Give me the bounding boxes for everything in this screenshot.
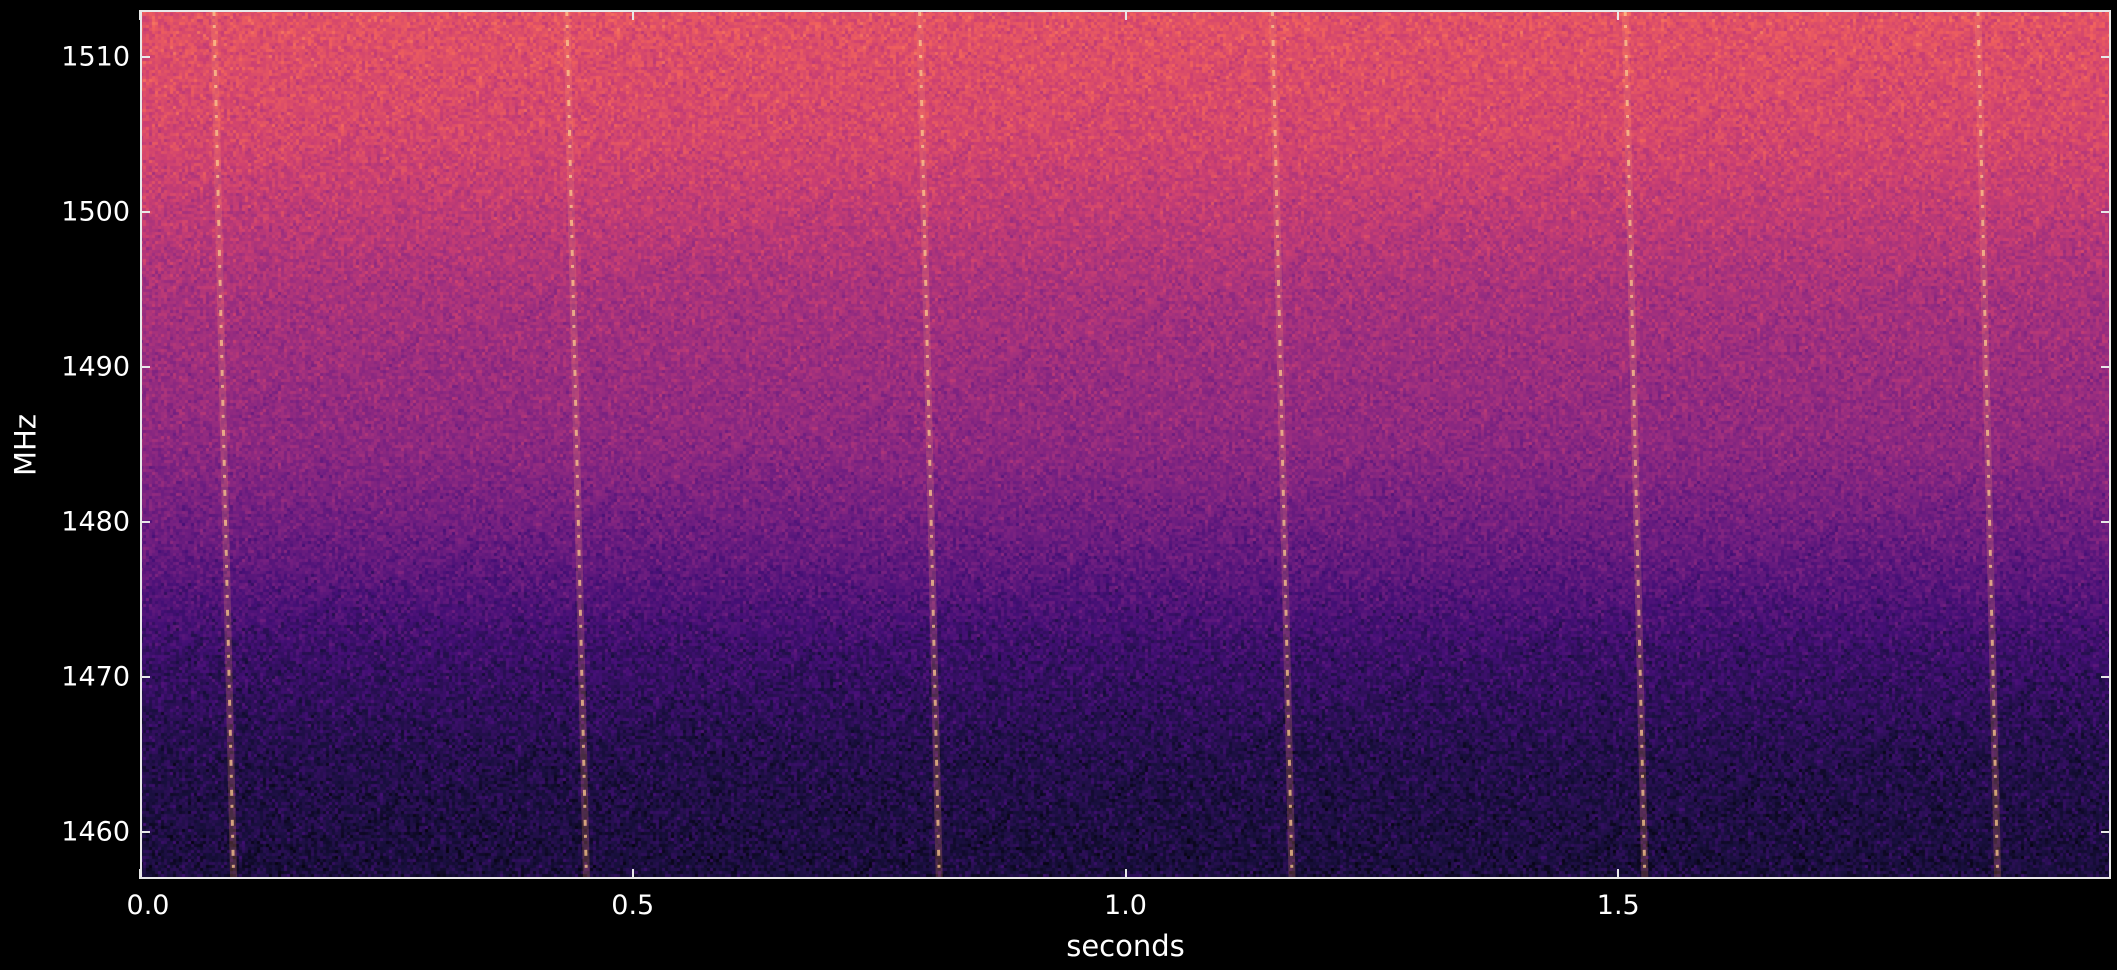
y-tick-mark — [2101, 55, 2111, 58]
x-tick-label: 1.0 — [1104, 890, 1147, 921]
y-tick-label: 1480 — [61, 506, 130, 538]
y-tick-label: 1470 — [61, 661, 130, 693]
pulse-streak-4 — [1268, 10, 1296, 879]
x-axis-label: seconds — [1066, 929, 1185, 963]
y-tick-mark — [2101, 831, 2111, 834]
y-tick-mark — [140, 55, 150, 58]
spectrogram-image — [140, 10, 2111, 879]
y-tick-mark — [2101, 365, 2111, 368]
y-tick-mark — [2101, 210, 2111, 213]
x-tick-mark — [1124, 869, 1127, 879]
y-tick-label: 1510 — [61, 41, 130, 73]
x-tick-label: 0.5 — [611, 890, 655, 921]
spectrogram-plot-area — [140, 10, 2111, 879]
x-tick-mark — [139, 10, 141, 20]
x-tick-label: 0.0 — [126, 890, 170, 921]
pulse-streak-1 — [210, 10, 238, 879]
y-tick-mark — [140, 210, 150, 213]
y-tick-label: 1460 — [61, 816, 130, 848]
x-tick-mark — [631, 10, 634, 20]
x-tick-mark — [1617, 869, 1620, 879]
y-tick-mark — [140, 521, 150, 524]
y-tick-mark — [2101, 521, 2111, 524]
y-tick-label: 1500 — [61, 196, 130, 228]
pulse-streak-2 — [563, 10, 590, 879]
y-tick-mark — [140, 365, 150, 368]
x-tick-mark — [139, 869, 141, 879]
y-tick-mark — [2101, 676, 2111, 679]
x-tick-label: 1.5 — [1596, 890, 1640, 921]
pulse-layer — [210, 10, 2002, 879]
x-tick-mark — [1617, 10, 1620, 20]
pulse-streak-5 — [1621, 10, 1649, 879]
y-axis-label: MHz — [8, 413, 43, 477]
pulse-streak-6 — [1974, 10, 2002, 879]
y-tick-mark — [140, 831, 150, 834]
x-tick-mark — [631, 869, 634, 879]
pulse-streak-3 — [916, 10, 943, 879]
y-tick-label: 1490 — [61, 351, 130, 383]
y-tick-mark — [140, 676, 150, 679]
x-tick-mark — [1124, 10, 1127, 20]
